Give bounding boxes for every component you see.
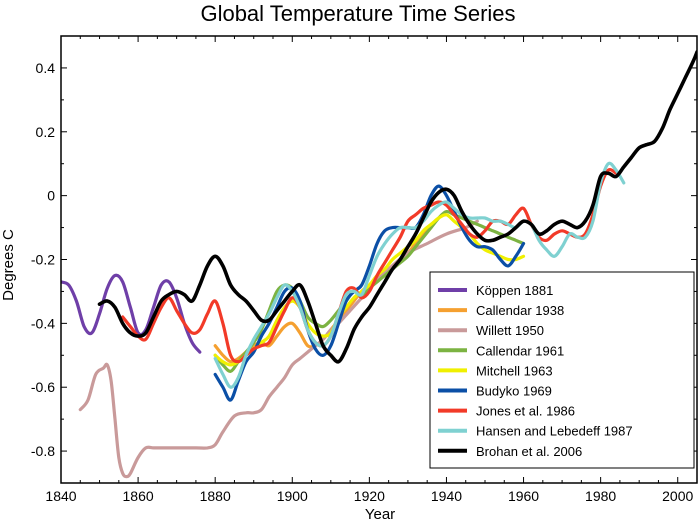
y-tick-label: 0 [47, 188, 55, 204]
y-tick-label: -0.6 [31, 379, 55, 395]
x-tick-label: 1920 [354, 488, 385, 504]
x-tick-label: 1840 [45, 488, 76, 504]
chart-title: Global Temperature Time Series [200, 1, 515, 26]
series-line-2 [78, 219, 479, 479]
legend-label: Mitchell 1963 [476, 363, 553, 378]
plot-frame [60, 35, 698, 484]
series-line-0 [61, 273, 202, 354]
axis-ticks: 1840 1860 1880 1900 1920 1940 1960 1980 2000 -0.8… [31, 35, 698, 504]
x-tick-label: 1900 [277, 488, 308, 504]
legend-label: Brohan et al. 2006 [476, 444, 582, 459]
legend-box [429, 271, 695, 469]
legend-label: Callendar 1938 [476, 303, 564, 318]
x-tick-label: 1880 [200, 488, 231, 504]
x-axis-label: Year [365, 506, 395, 521]
x-tick-label: 1940 [431, 488, 462, 504]
y-axis-label: Degrees C [0, 229, 17, 301]
legend-label: Jones et al. 1986 [476, 404, 575, 419]
y-tick-label: -0.4 [31, 315, 55, 331]
legend-label: Budyko 1969 [476, 384, 552, 399]
x-tick-label: 1860 [123, 488, 154, 504]
x-tick-label: 1960 [508, 488, 539, 504]
x-tick-label: 1980 [585, 488, 616, 504]
series-line-8 [97, 50, 697, 364]
x-tick-label: 2000 [662, 488, 693, 504]
series-line-5 [213, 184, 526, 402]
y-tick-label: -0.8 [31, 443, 55, 459]
y-tick-label: 0.4 [36, 60, 56, 76]
series-lines [61, 50, 697, 479]
legend-label: Callendar 1961 [476, 343, 564, 358]
legend-label: Köppen 1881 [476, 283, 553, 298]
y-tick-label: -0.2 [31, 252, 55, 268]
y-tick-label: 0.2 [36, 124, 56, 140]
legend: Köppen 1881 Callendar 1938 Willett 1950 Cal… [429, 271, 695, 469]
legend-label: Willett 1950 [476, 323, 544, 338]
legend-label: Hansen and Lebedeff 1987 [476, 424, 633, 439]
